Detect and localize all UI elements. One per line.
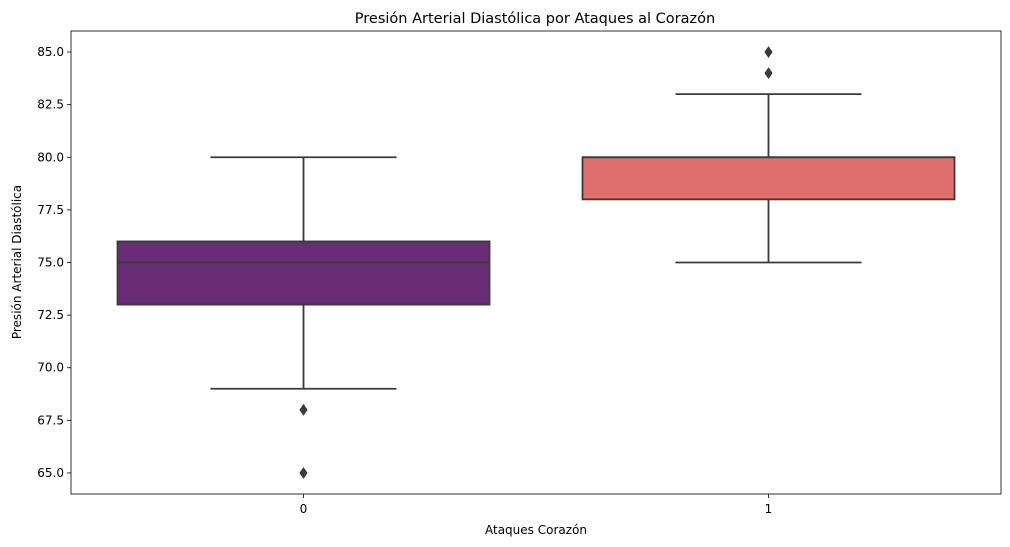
box-iqr <box>116 240 491 306</box>
y-tick-label: 67.5 <box>37 413 64 427</box>
boxes <box>116 46 956 479</box>
outlier-point <box>764 46 773 58</box>
box-iqr <box>581 156 956 201</box>
y-tick-label: 70.0 <box>37 361 64 375</box>
y-tick-label: 77.5 <box>37 203 64 217</box>
y-tick-label: 85.0 <box>37 45 64 59</box>
y-tick-label: 82.5 <box>37 98 64 112</box>
y-axis-label: Presión Arterial Diastólica <box>10 185 24 339</box>
x-axis-label: Ataques Corazón <box>485 523 587 537</box>
y-tick-label: 65.0 <box>37 466 64 480</box>
y-tick-label: 80.0 <box>37 150 64 164</box>
x-tick-label: 1 <box>765 502 773 516</box>
y-tick-label: 75.0 <box>37 256 64 270</box>
box-group-0 <box>116 156 491 479</box>
outlier-point <box>299 467 308 479</box>
y-axis: 65.0 67.5 70.0 72.5 75.0 77.5 80.0 82.5 85.0 <box>37 45 71 480</box>
x-tick-label: 0 <box>300 502 308 516</box>
y-tick-label: 72.5 <box>37 308 64 322</box>
box-group-1 <box>581 46 956 264</box>
chart-title: Presión Arterial Diastólica por Ataques … <box>355 11 715 27</box>
outlier-point <box>299 403 308 416</box>
outlier-point <box>764 67 773 79</box>
